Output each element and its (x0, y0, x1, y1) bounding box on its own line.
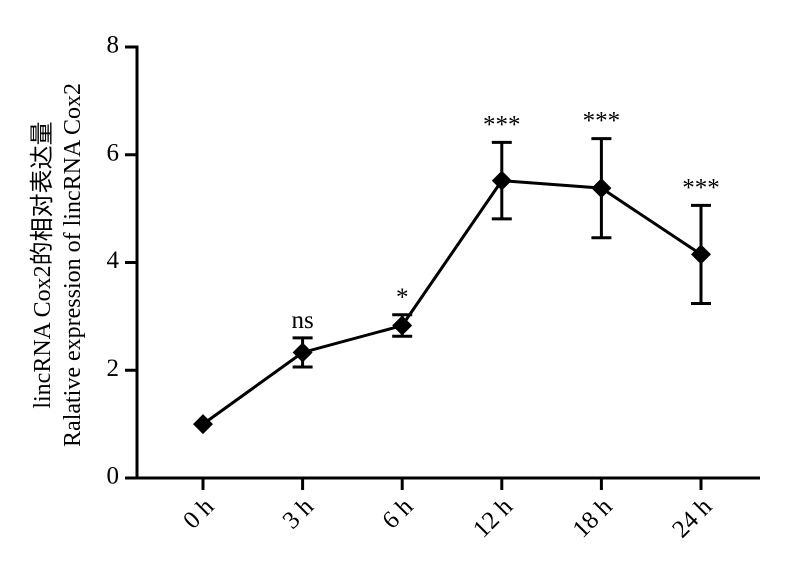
significance-label: *** (682, 174, 720, 201)
y-tick-label: 2 (107, 355, 120, 382)
point (591, 178, 612, 199)
x-tick-label: 0 h (178, 493, 220, 535)
significance-label: *** (583, 108, 621, 135)
significance-label: ns (291, 307, 313, 334)
x-tick-label: 6 h (377, 493, 419, 535)
significance-label: *** (483, 111, 521, 138)
point (292, 342, 313, 363)
y-tick-label: 8 (107, 32, 120, 59)
point (491, 170, 512, 191)
x-tick-label: 3 h (278, 493, 320, 535)
y-tick-label: 6 (107, 139, 120, 166)
x-tick-label: 18 h (568, 493, 618, 543)
y-tick-label: 4 (107, 247, 120, 274)
x-tick-label: 12 h (468, 493, 518, 543)
y-axis-label: Ralative expression of lincRNA Cox2 (60, 83, 86, 447)
data-line (202, 179, 702, 426)
y-axis-label: lincRNA Cox2的相对表达量 (29, 121, 56, 408)
point (691, 244, 711, 265)
point (392, 315, 413, 336)
x-tick-label: 24 h (667, 493, 717, 543)
significance-label: * (396, 284, 409, 311)
point (193, 414, 213, 435)
y-tick-label: 0 (107, 463, 120, 490)
